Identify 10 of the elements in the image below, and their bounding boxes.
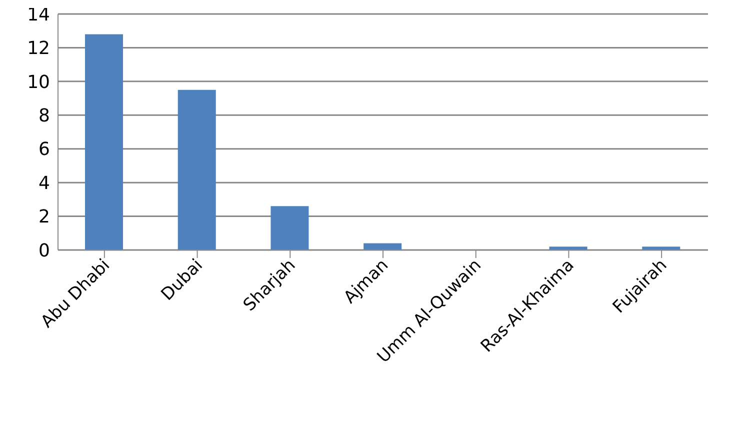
y-tick-label: 6 [38, 139, 50, 160]
y-tick-label: 4 [38, 172, 50, 194]
y-tick-label: 8 [38, 106, 50, 127]
bar [178, 90, 216, 250]
y-tick-label: 2 [38, 206, 50, 228]
y-tick-label: 12 [27, 38, 50, 60]
y-tick-label: 0 [38, 240, 50, 262]
bar [270, 206, 309, 250]
bar [85, 34, 123, 250]
y-tick-label: 10 [27, 72, 50, 93]
